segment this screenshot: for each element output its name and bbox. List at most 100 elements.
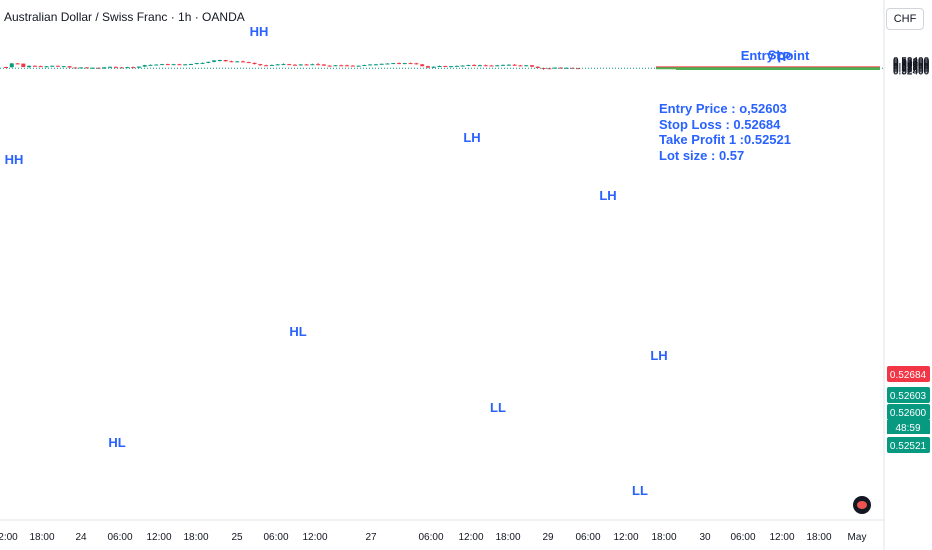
candle-body: [489, 65, 494, 67]
x-tick-label: 18:00: [806, 532, 831, 543]
price-tag-label: 0.52684: [890, 370, 927, 381]
swing-label: HH: [250, 24, 269, 39]
candle-body: [200, 62, 205, 64]
candle-body: [408, 63, 413, 65]
tradingview-logo-icon[interactable]: [853, 496, 871, 514]
x-tick-label: 12:00: [458, 532, 483, 543]
candle-body: [449, 66, 454, 68]
y-tick-label: 0.52700: [893, 63, 930, 74]
x-tick-label: 25: [231, 532, 243, 543]
swing-label: HL: [108, 435, 125, 450]
x-tick-label: 06:00: [418, 532, 443, 543]
swing-label: LH: [650, 348, 667, 363]
candle-body: [38, 66, 43, 68]
candle-body: [56, 65, 61, 67]
level-label-sl: SL: [768, 47, 785, 62]
candle-body: [4, 67, 8, 69]
candle-body: [466, 65, 471, 67]
x-tick-label: 12:00: [769, 532, 794, 543]
candle-body: [258, 64, 263, 66]
level-label-tp: TP: [775, 49, 792, 64]
candle-body: [21, 63, 26, 68]
y-tick-label: 0.53300: [893, 57, 930, 68]
price-tag-label: 0.52600: [890, 408, 927, 419]
candle-body: [229, 61, 234, 63]
candle-body: [437, 65, 442, 67]
symbol-title[interactable]: Australian Dollar / Swiss Franc · 1h · O…: [4, 10, 245, 24]
y-tick-label: 0.52400: [893, 66, 930, 77]
x-tick-label: 12:00: [146, 532, 171, 543]
candle-body: [310, 64, 315, 66]
swing-label: HL: [289, 324, 306, 339]
candle-body: [524, 65, 529, 67]
swing-label: LH: [599, 188, 616, 203]
candle-body: [316, 64, 321, 66]
candle-body: [9, 63, 14, 68]
candle-body: [529, 65, 534, 67]
candle-body: [32, 65, 37, 67]
candle-body: [368, 64, 373, 66]
x-tick-label: 27: [365, 532, 377, 543]
candle-body: [356, 65, 361, 67]
candle-body: [350, 65, 355, 67]
price-tag-label: 0.52521: [890, 441, 927, 452]
x-tick-label: 12:00: [613, 532, 638, 543]
candle-body: [333, 65, 338, 67]
candle-body: [339, 65, 344, 67]
entry-price-text: Entry Price : o,52603: [659, 101, 787, 116]
candle-body: [454, 65, 459, 67]
price-tag: [887, 387, 930, 403]
candle-body: [108, 66, 113, 68]
swing-label: HH: [5, 152, 24, 167]
candle-body: [177, 64, 182, 66]
candle-body: [391, 63, 396, 65]
candle-body: [506, 64, 511, 66]
candle-body: [576, 68, 581, 70]
candle-body: [501, 64, 506, 66]
candle-body: [477, 65, 482, 67]
candle-body: [235, 61, 240, 63]
candle-body: [171, 64, 176, 66]
x-tick-label: 29: [542, 532, 554, 543]
x-tick-label: 30: [699, 532, 711, 543]
candle-body: [570, 67, 575, 69]
candle-body: [373, 64, 378, 66]
candle-body: [293, 64, 297, 66]
x-tick-label: 06:00: [575, 532, 600, 543]
candle-body: [84, 67, 89, 69]
candle-body: [160, 64, 165, 66]
candle-body: [495, 65, 500, 67]
x-tick-label: 18:00: [651, 532, 676, 543]
candle-body: [269, 64, 274, 66]
y-tick-label: 0.53200: [893, 58, 930, 69]
currency-button[interactable]: CHF: [886, 8, 924, 30]
candle-body: [246, 62, 251, 64]
candle-body: [379, 63, 384, 65]
candle-body: [397, 63, 402, 65]
candle-body: [558, 67, 563, 69]
x-tick-label: 06:00: [730, 532, 755, 543]
candle-body: [125, 67, 130, 69]
candle-body: [483, 65, 488, 67]
candle-body: [287, 64, 292, 66]
candle-body: [136, 66, 141, 68]
candle-body: [385, 63, 390, 65]
candle-body: [240, 61, 245, 63]
candle-body: [96, 67, 101, 69]
x-tick-label: 18:00: [29, 532, 54, 543]
y-tick-label: 0.52900: [893, 61, 930, 72]
candle-body: [113, 66, 118, 68]
candle-body: [425, 66, 430, 68]
candle-body: [148, 64, 153, 66]
candle-body: [275, 64, 280, 66]
candle-body: [61, 66, 66, 68]
x-tick-label: 24: [75, 532, 87, 543]
candle-body: [298, 64, 303, 66]
candle-body: [460, 65, 465, 67]
candle-body: [165, 64, 170, 66]
level-label-entry: Entry point: [741, 48, 810, 63]
candle-body: [131, 67, 136, 69]
candle-body: [154, 64, 159, 66]
trade-info-box: Entry Price : o,52603 Stop Loss : 0.5268…: [659, 101, 791, 163]
